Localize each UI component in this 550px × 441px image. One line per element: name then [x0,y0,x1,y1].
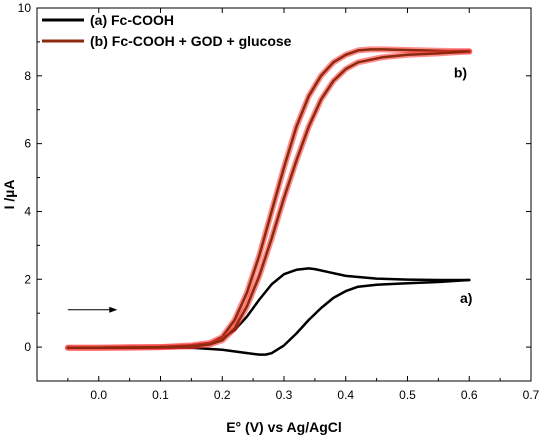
x-tick-label: 0.4 [337,388,354,402]
series-a-line [66,278,471,356]
y-tick-label: 6 [24,137,31,151]
series-b-glow [64,48,473,351]
axes: 0.0 0.1 0.2 0.3 0.4 0.5 0.6 0.7 0 2 4 6 8 10 E° (V) vs… [1,1,540,435]
x-tick-label: 0.7 [523,388,540,402]
series-b-line [66,48,471,350]
scan-direction-arrowhead [109,306,118,313]
legend-label-b: (b) Fc-COOH + GOD + glucose [90,33,292,49]
y-tick-label: 8 [24,69,31,83]
series-a-line [66,267,471,350]
plot-area: a) b) [64,46,473,356]
x-tick-label: 0.3 [276,388,293,402]
y-tick-label: 10 [18,1,32,15]
legend: (a) Fc-COOH (b) Fc-COOH + GOD + glucose [42,12,292,49]
series-a-label: a) [460,290,472,306]
y-axis-title: I /µA [1,180,17,210]
series-b-line [66,50,471,350]
x-tick-label: 0.0 [90,388,107,402]
y-tick-label: 4 [24,204,31,218]
legend-label-a: (a) Fc-COOH [90,12,174,28]
x-tick-label: 0.2 [214,388,231,402]
y-tick-label: 0 [24,340,31,354]
series-b-glow [64,46,473,351]
x-tick-label: 0.5 [399,388,416,402]
x-tick-label: 0.6 [461,388,478,402]
x-tick-label: 0.1 [152,388,169,402]
y-tick-label: 2 [24,272,31,286]
series-b-label: b) [454,65,467,81]
x-axis-title: E° (V) vs Ag/AgCl [226,419,342,435]
